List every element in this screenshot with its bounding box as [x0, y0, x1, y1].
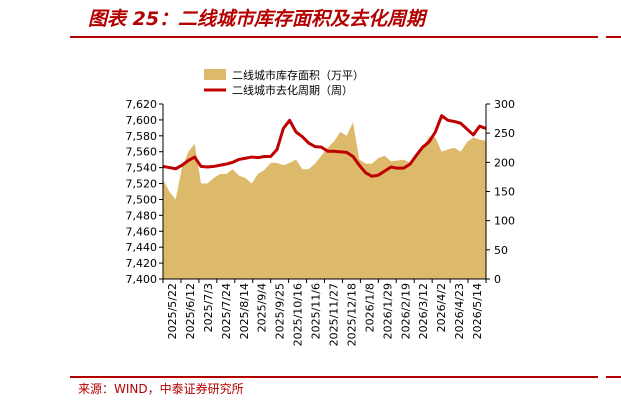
- y-left-tick-label: 7,400: [126, 273, 158, 286]
- y-right-tick-label: 50: [494, 244, 508, 257]
- series-area-inventory: [163, 122, 486, 279]
- adjacent-rule-fragment: [606, 36, 621, 38]
- x-tick-label: 2026/1/8: [363, 283, 376, 332]
- source-rule: [70, 376, 598, 378]
- x-tick-label: 2025/11/27: [327, 283, 340, 346]
- legend-swatch-area: [204, 69, 226, 80]
- y-left-tick-label: 7,620: [126, 98, 158, 111]
- x-tick-label: 2025/11/6: [310, 283, 323, 339]
- figure-title: 图表 25：二线城市库存面积及去化周期: [88, 8, 426, 30]
- y-left-tick-label: 7,500: [126, 193, 158, 206]
- y-left-tick-label: 7,520: [126, 178, 158, 191]
- y-left-tick-label: 7,420: [126, 257, 158, 270]
- x-tick-label: 2025/8/14: [238, 283, 251, 339]
- title-rule: [70, 36, 598, 38]
- y-right-tick-label: 300: [494, 98, 515, 111]
- y-left-tick-label: 7,440: [126, 241, 158, 254]
- series-line-turnover: [162, 114, 487, 178]
- plot-layer: 7,400 7,420 7,440 7,460 7,480 7,500 7,520 7,540…: [126, 98, 516, 346]
- source-note: 来源：WIND，中泰证券研究所: [78, 382, 244, 396]
- x-tick-label: 2025/7/24: [220, 283, 233, 339]
- y-left-tick-label: 7,580: [126, 130, 158, 143]
- y-left-tick-label: 7,560: [126, 146, 158, 159]
- y-left-tick-label: 7,540: [126, 162, 158, 175]
- x-tick-label: 2025/9/4: [256, 283, 269, 332]
- x-tick-label: 2026/1/29: [381, 283, 394, 339]
- legend-label-line: 二线城市去化周期（周）: [232, 83, 353, 97]
- x-tick-label: 2026/4/23: [453, 283, 466, 339]
- y-right-tick-label: 150: [494, 186, 515, 199]
- x-tick-label: 2026/2/19: [399, 283, 412, 339]
- x-tick-label: 2026/4/2: [435, 283, 448, 332]
- x-tick-label: 2025/9/25: [274, 283, 287, 339]
- x-tick-label: 2025/6/12: [184, 283, 197, 339]
- title-bar: 图表 25：二线城市库存面积及去化周期: [70, 4, 590, 34]
- y-right-tick-label: 200: [494, 156, 515, 169]
- x-tick-label: 2026/3/12: [417, 283, 430, 339]
- adjacent-rule-fragment-bottom: [606, 376, 621, 378]
- y-right-tick-label: 0: [494, 273, 501, 286]
- y-left-tick-label: 7,600: [126, 114, 158, 127]
- x-tick-label: 2026/5/14: [471, 283, 484, 339]
- legend-label-area: 二线城市库存面积（万平）: [232, 68, 364, 82]
- y-left-tick-label: 7,460: [126, 225, 158, 238]
- y-right-tick-label: 250: [494, 127, 515, 140]
- legend: 二线城市库存面积（万平） 二线城市去化周期（周）: [204, 68, 364, 97]
- x-tick-label: 2025/7/3: [202, 283, 215, 332]
- x-tick-label: 2025/12/18: [345, 283, 358, 346]
- x-tick-label: 2025/10/16: [292, 283, 305, 346]
- y-left-tick-label: 7,480: [126, 209, 158, 222]
- x-tick-label: 2025/5/22: [166, 283, 179, 339]
- y-right-tick-label: 100: [494, 215, 515, 228]
